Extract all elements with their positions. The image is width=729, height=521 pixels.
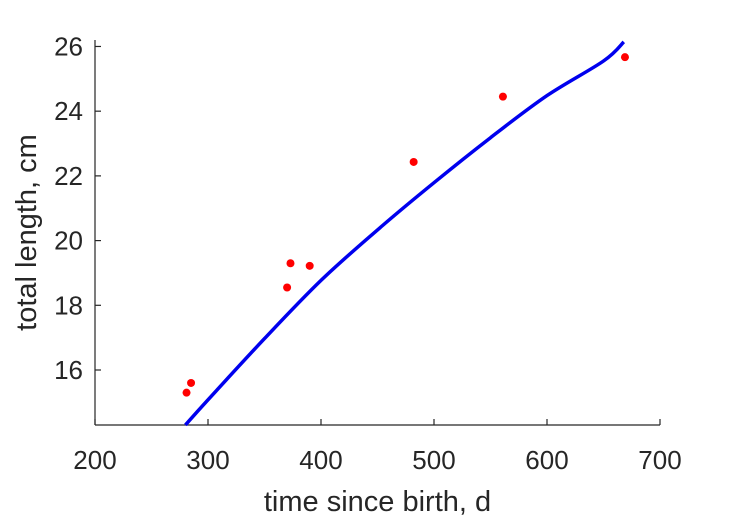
x-tick-label: 500	[412, 445, 455, 475]
y-tick-label: 16	[54, 355, 83, 385]
plot-area	[182, 40, 629, 427]
data-point	[283, 283, 292, 292]
axes	[94, 40, 660, 426]
data-point	[409, 157, 418, 166]
data-point	[286, 259, 295, 268]
data-point	[620, 53, 629, 62]
x-tick-label: 300	[186, 445, 229, 475]
x-axis-title: time since birth, d	[264, 486, 491, 518]
y-tick-label: 24	[54, 96, 83, 126]
fit-curve	[184, 40, 626, 427]
y-tick-label: 26	[54, 31, 83, 61]
y-tick-label: 22	[54, 161, 83, 191]
x-tick-label: 200	[73, 445, 116, 475]
x-tick-label: 400	[299, 445, 342, 475]
ticks: 200 300 400 500 600 700 16 18 20 22 24 26	[54, 31, 682, 475]
y-tick-label: 20	[54, 226, 83, 256]
data-point	[305, 261, 314, 270]
data-point	[187, 378, 196, 387]
y-axis-title: total length, cm	[11, 134, 43, 331]
data-point	[498, 92, 507, 101]
x-tick-label: 600	[525, 445, 568, 475]
data-point	[182, 388, 191, 397]
x-tick-label: 700	[638, 445, 681, 475]
y-tick-label: 18	[54, 290, 83, 320]
